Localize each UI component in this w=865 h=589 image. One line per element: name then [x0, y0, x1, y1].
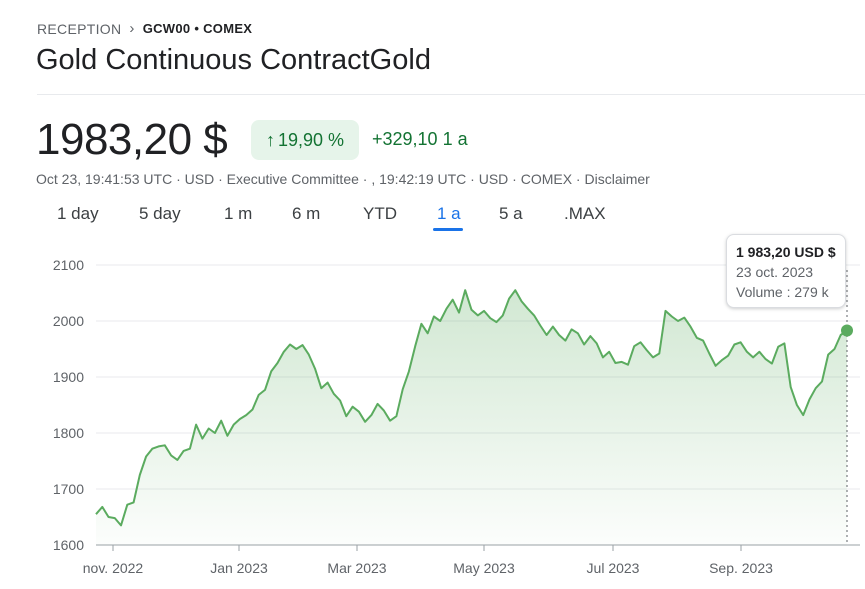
y-tick-label: 1600 — [53, 537, 84, 553]
y-tick-label: 1800 — [53, 425, 84, 441]
current-price: 1983,20 $ — [36, 115, 228, 164]
chart-tooltip: 1 983,20 USD $ 23 oct. 2023 Volume : 279… — [726, 234, 846, 308]
quote-meta: Oct 23, 19:41:53 UTC · USD · Executive C… — [36, 171, 650, 187]
y-tick-label: 2000 — [53, 313, 84, 329]
x-tick-label: Jul 2023 — [587, 560, 640, 576]
y-tick-label: 1700 — [53, 481, 84, 497]
change-percent-badge: ↑ 19,90 % — [251, 120, 359, 160]
arrow-up-icon: ↑ — [265, 129, 275, 150]
tab-max[interactable]: .MAX — [564, 204, 606, 223]
x-tick-label: Mar 2023 — [327, 560, 386, 576]
series-area — [96, 290, 847, 545]
page-title: Gold Continuous ContractGold — [36, 44, 431, 76]
x-tick-label: Jan 2023 — [210, 560, 268, 576]
tooltip-value: 1 983,20 USD $ — [736, 244, 836, 260]
tab-5-day[interactable]: 5 day — [139, 204, 181, 223]
divider — [37, 94, 865, 95]
chevron-right-icon: › — [129, 20, 135, 37]
hover-point — [841, 324, 853, 337]
x-tick-label: nov. 2022 — [83, 560, 144, 576]
breadcrumb-home-link[interactable]: RECEPTION — [37, 20, 122, 37]
breadcrumb-ticker: GCW00 • COMEX — [142, 21, 253, 36]
active-tab-indicator — [433, 228, 463, 231]
tab-6-m[interactable]: 6 m — [292, 204, 321, 223]
x-tick-label: May 2023 — [453, 560, 515, 576]
tab-5-a[interactable]: 5 a — [499, 204, 523, 223]
tab-1-m[interactable]: 1 m — [224, 204, 253, 223]
range-tabs: 1 day 5 day 1 m 6 m YTD 1 a 5 a .MAX — [0, 200, 865, 232]
tab-1-day[interactable]: 1 day — [57, 204, 99, 223]
tooltip-date: 23 oct. 2023 — [736, 264, 814, 280]
breadcrumb: RECEPTION › GCW00 • COMEX — [37, 20, 252, 37]
y-tick-label: 2100 — [53, 257, 84, 273]
change-percent-value: 19,90 % — [277, 129, 345, 150]
tab-1-a[interactable]: 1 a — [437, 204, 461, 223]
tab-ytd[interactable]: YTD — [363, 204, 397, 223]
series-line — [95, 289, 848, 527]
change-absolute: +329,10 1 a — [372, 129, 468, 149]
x-tick-label: Sep. 2023 — [709, 560, 773, 576]
tooltip-volume: Volume : 279 k — [736, 284, 829, 300]
price-chart[interactable]: 1600 1700 1800 1900 2000 2100 nov. 2022 Jan 202… — [0, 230, 865, 589]
y-tick-label: 1900 — [53, 369, 84, 385]
